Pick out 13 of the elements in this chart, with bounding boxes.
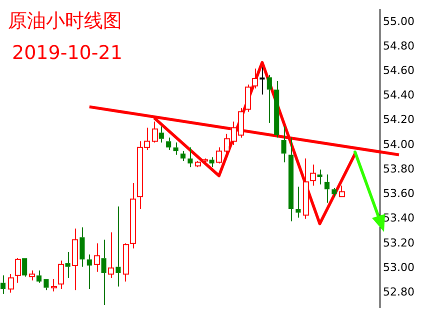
text: 2019-10-21 — [12, 42, 122, 64]
y-tick-label: 53.00 — [383, 260, 414, 274]
y-tick-label: 54.40 — [383, 88, 414, 102]
y-tick-label: 53.60 — [383, 187, 414, 200]
y-tick-label: 55.00 — [383, 14, 414, 28]
y-tick-label: 53.80 — [383, 162, 414, 176]
y-tick-label: 54.00 — [383, 138, 414, 151]
y-tick-label: 54.60 — [383, 64, 414, 77]
y-tick-label: 53.20 — [383, 236, 414, 250]
y-tick-label: 54.20 — [383, 113, 414, 126]
chart-title: 原油小时线图 — [8, 9, 122, 34]
y-tick-label: 52.80 — [383, 285, 414, 298]
y-tick-label: 54.80 — [383, 39, 414, 52]
